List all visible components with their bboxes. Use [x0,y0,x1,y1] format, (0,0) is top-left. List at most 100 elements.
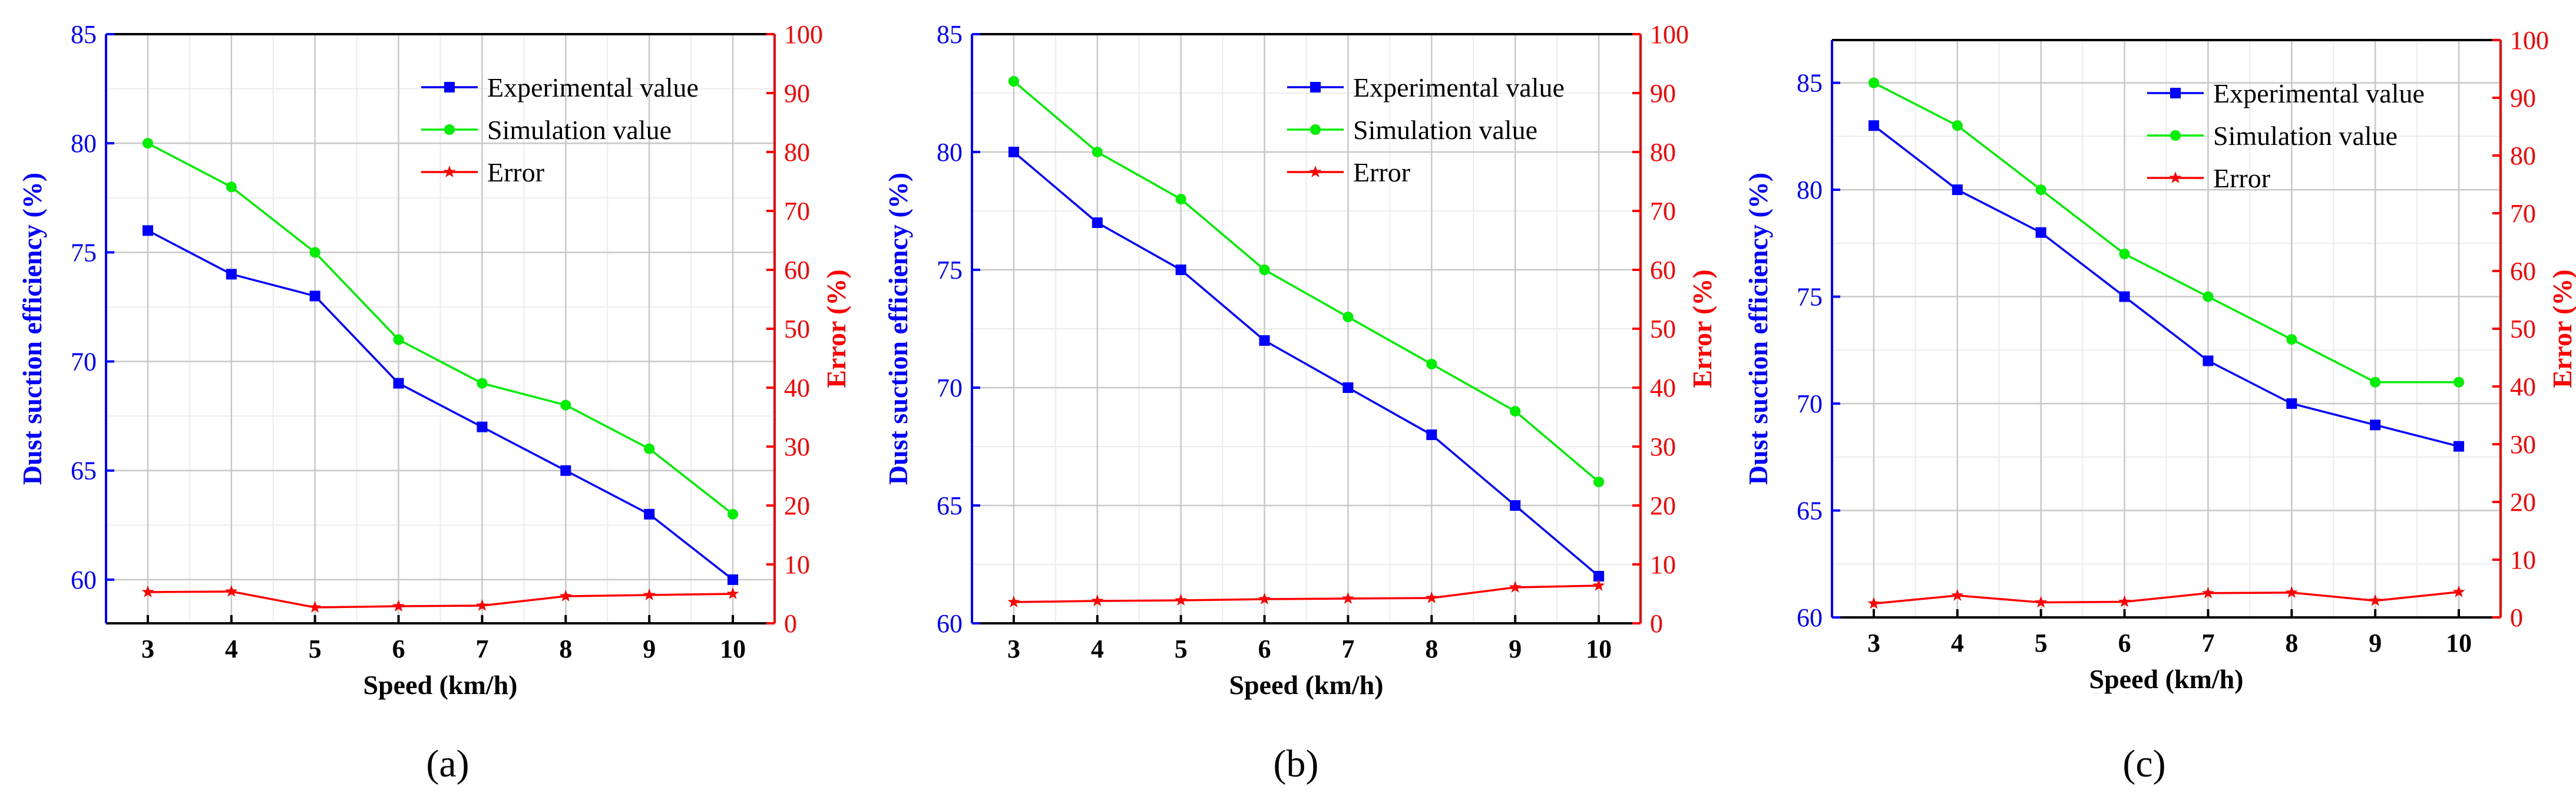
y2-axis-label: Error (%) [821,269,851,388]
data-point [1951,589,1964,601]
y2-tick-label: 60 [784,256,810,285]
data-point [1175,194,1186,204]
data-point [1342,312,1354,322]
data-point [1342,382,1354,393]
x-tick-label: 6 [2118,629,2131,657]
y-tick-label: 65 [71,457,97,485]
data-point [1868,120,1879,131]
series-experimental-value [1868,120,2465,452]
series-line [1873,591,2459,605]
series-line [147,590,733,609]
y2-tick-label: 50 [784,315,810,343]
data-point [1593,571,1605,581]
data-point [2286,334,2297,345]
data-point [1259,335,1270,346]
x-tick-label: 9 [2369,629,2382,657]
y-tick-label: 70 [1797,389,1823,418]
data-point [643,589,656,600]
data-point [1867,597,1880,609]
y2-tick-label: 50 [2510,315,2536,343]
y-axis-label: Dust suction efficiency (%) [1743,173,1773,485]
data-point [728,574,739,585]
y2-tick-label: 0 [1650,609,1663,638]
minor-grid [106,34,775,623]
y2-axis-label: Error (%) [1687,269,1717,388]
legend-label: Simulation value [487,115,672,145]
legend-label: Error [2213,163,2270,193]
series-simulation-value [1868,77,2465,388]
data-point [1509,581,1522,593]
y-tick-label: 65 [937,491,963,520]
data-point [225,585,238,597]
legend-marker [2169,171,2182,183]
x-tick-label: 7 [475,635,488,663]
x-tick-label: 8 [1425,635,1438,663]
data-point [1175,265,1186,275]
data-point [1175,594,1188,606]
series-error [141,585,739,613]
data-point [728,508,739,520]
legend-marker [2170,88,2181,98]
x-tick-label: 7 [2201,629,2214,657]
data-point [1952,120,1963,131]
data-point [1259,265,1270,275]
legend-marker [444,82,455,92]
data-point [2285,586,2298,598]
data-point [393,334,404,345]
data-point [1092,147,1103,157]
x-tick-label: 4 [1091,635,1104,663]
y2-tick-label: 100 [1650,20,1689,49]
data-point [2452,585,2465,597]
y2-tick-label: 20 [1650,491,1676,520]
data-point [2119,248,2130,259]
y-tick-label: 75 [937,256,963,285]
y-tick-label: 80 [937,138,963,167]
y-tick-label: 70 [71,348,97,376]
x-tick-label: 9 [643,635,656,663]
legend: Experimental value Simulation value Error [2147,78,2425,193]
series-line [1013,151,1600,577]
x-tick-label: 3 [141,635,154,663]
x-axis-label: Speed (km/h) [1229,670,1384,700]
series-error [1867,585,2465,609]
data-point [2119,291,2130,302]
legend-label: Error [1353,157,1410,187]
y2-tick-label: 30 [784,432,810,461]
data-point [1425,591,1438,603]
y2-tick-label: 80 [784,138,810,167]
legend-marker [2170,130,2181,141]
y2-tick-label: 90 [784,79,810,108]
x-tick-label: 8 [2285,629,2298,657]
legend-marker [1310,82,1321,92]
x-tick-label: 4 [1951,629,1964,657]
y-tick-label: 85 [1797,69,1823,98]
data-point [477,421,488,432]
data-point [2370,419,2381,431]
panel-label: (a) [426,742,469,785]
x-tick-label: 6 [392,635,405,663]
x-tick-label: 10 [1586,635,1612,663]
data-point [2203,291,2214,302]
y-tick-label: 85 [71,20,97,49]
data-point [141,586,154,597]
series-line [1873,124,2459,448]
y2-tick-label: 90 [2510,84,2536,113]
minor-grid [1832,40,2501,617]
data-point [726,587,739,599]
x-tick-label: 4 [225,635,238,663]
y2-tick-label: 80 [2510,141,2536,170]
y2-tick-label: 10 [1650,550,1676,579]
data-point [1510,406,1521,417]
data-point [2453,441,2465,452]
data-point [2035,227,2046,238]
y2-tick-label: 40 [2510,372,2536,401]
y-axis-label: Dust suction efficiency (%) [17,173,47,485]
data-point [560,465,571,476]
panel-label: (b) [1274,742,1319,785]
data-point [1342,592,1354,604]
series-line [147,142,734,515]
y-tick-label: 80 [71,129,97,158]
y2-tick-label: 20 [2510,488,2536,517]
y2-tick-label: 100 [2510,26,2549,55]
